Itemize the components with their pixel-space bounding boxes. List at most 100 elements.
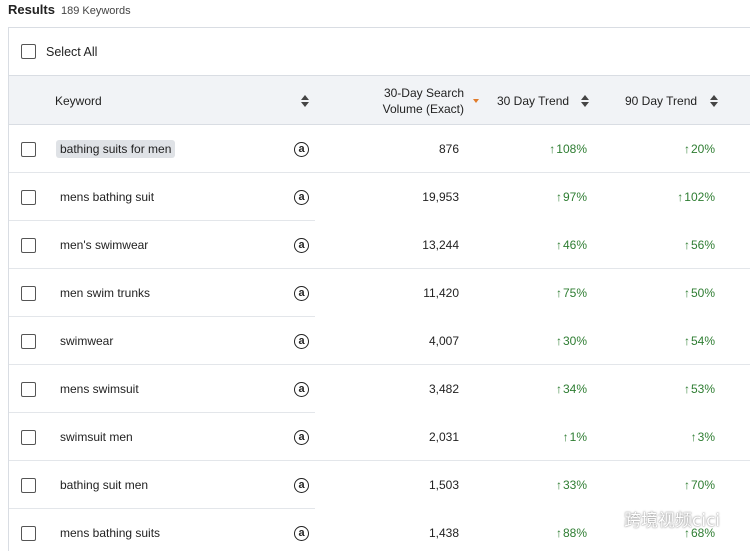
trend30-cell: ↑ 30% (479, 317, 587, 365)
trend-up-arrow-icon: ↑ (683, 238, 690, 252)
amazon-icon[interactable]: a (294, 477, 309, 493)
table-row[interactable]: swimwear a 4,007 ↑ 30% ↑ 54% (9, 317, 750, 365)
amazon-icon[interactable]: a (294, 525, 309, 541)
row-checkbox[interactable] (21, 333, 36, 349)
trend30-value: 75% (562, 286, 587, 300)
watermark-text: 跨境视频cici (624, 510, 721, 531)
trend-up-arrow-icon: ↑ (562, 430, 569, 444)
sort-keyword-button[interactable] (301, 76, 309, 125)
table-row[interactable]: men's swimwear a 13,244 ↑ 46% ↑ 56% (9, 221, 750, 269)
row-checkbox[interactable] (21, 477, 36, 493)
table-row[interactable]: bathing suit men a 1,503 ↑ 33% ↑ 70% (9, 461, 750, 509)
trend-up-arrow-icon: ↑ (683, 286, 690, 300)
sort-icon (581, 94, 589, 107)
trend90-cell: ↑ 56% (609, 221, 715, 269)
trend30-value: 33% (562, 478, 587, 492)
keyword-text[interactable]: men swim trunks (60, 286, 151, 300)
amazon-icon[interactable]: a (294, 429, 309, 445)
row-divider (9, 412, 315, 413)
volume-cell: 4,007 (428, 334, 459, 348)
sort-volume-button[interactable] (472, 76, 480, 125)
row-divider (9, 460, 750, 461)
select-all-row: Select All (9, 28, 750, 76)
trend-up-arrow-icon: ↑ (683, 478, 690, 492)
amazon-icon[interactable]: a (294, 333, 309, 349)
table-row[interactable]: swimsuit men a 2,031 ↑ 1% ↑ 3% (9, 413, 750, 461)
sort-trend30-button[interactable] (581, 76, 589, 125)
keyword-cell: mens bathing suits (60, 509, 160, 551)
volume-cell: 11,420 (423, 286, 459, 300)
keyword-text[interactable]: mens swimsuit (60, 382, 139, 396)
keyword-text[interactable]: swimsuit men (60, 430, 133, 444)
select-all-label[interactable]: Select All (46, 44, 98, 59)
amazon-icon[interactable]: a (294, 237, 309, 253)
volume-cell: 2,031 (428, 430, 459, 444)
trend-up-arrow-icon: ↑ (555, 382, 562, 396)
row-checkbox[interactable] (21, 237, 36, 253)
keyword-cell: mens bathing suit (60, 173, 154, 221)
trend90-value: 53% (690, 382, 715, 396)
row-checkbox[interactable] (21, 285, 36, 301)
trend-up-arrow-icon: ↑ (549, 142, 556, 156)
trend30-value: 46% (562, 238, 587, 252)
keyword-text[interactable]: bathing suit men (60, 478, 149, 492)
row-checkbox[interactable] (21, 141, 36, 157)
trend30-cell: ↑ 46% (479, 221, 587, 269)
sort-descending-icon (472, 95, 480, 107)
row-divider (9, 508, 315, 509)
column-header-trend90[interactable]: 90 Day Trend (625, 93, 698, 108)
column-header-keyword[interactable]: Keyword (55, 93, 102, 108)
amazon-link-cell: a (294, 509, 309, 551)
table-row[interactable]: mens bathing suit a 19,953 ↑ 97% ↑ 102% (9, 173, 750, 221)
trend90-cell: ↑ 53% (609, 365, 715, 413)
select-all-checkbox[interactable] (21, 44, 36, 59)
table-row[interactable]: mens swimsuit a 3,482 ↑ 34% ↑ 53% (9, 365, 750, 413)
row-cell-checkbox (21, 173, 36, 221)
row-checkbox[interactable] (21, 525, 36, 541)
trend90-cell: ↑ 54% (609, 317, 715, 365)
row-cell-checkbox (21, 509, 36, 551)
keyword-text[interactable]: mens bathing suit (60, 190, 155, 204)
table-row[interactable]: bathing suits for men a 876 ↑ 108% ↑ 20% (9, 125, 750, 173)
amazon-link-cell: a (294, 173, 309, 221)
trend-up-arrow-icon: ↑ (683, 382, 690, 396)
sort-icon (301, 94, 309, 107)
amazon-icon[interactable]: a (294, 381, 309, 397)
trend-up-arrow-icon: ↑ (683, 526, 690, 540)
sort-trend90-button[interactable] (710, 76, 718, 125)
amazon-link-cell: a (294, 365, 309, 413)
trend30-value: 108% (556, 142, 587, 156)
keyword-text[interactable]: men's swimwear (60, 238, 149, 252)
sort-icon (710, 94, 718, 107)
table-row[interactable]: mens bathing suits a 1,438 ↑ 88% ↑ 68% (9, 509, 750, 551)
row-checkbox[interactable] (21, 429, 36, 445)
amazon-link-cell: a (294, 317, 309, 365)
column-header-volume[interactable]: 30-Day Search Volume (Exact) (349, 76, 464, 125)
amazon-icon[interactable]: a (294, 285, 309, 301)
column-header-volume-label: 30-Day Search Volume (Exact) (382, 85, 464, 116)
keyword-text[interactable]: mens bathing suits (60, 526, 161, 540)
keyword-cell: men's swimwear (60, 221, 148, 269)
keyword-cell: men swim trunks (60, 269, 150, 317)
trend30-value: 34% (562, 382, 587, 396)
trend90-value: 50% (690, 286, 715, 300)
trend90-cell: ↑ 102% (609, 173, 715, 221)
trend90-cell: ↑ 50% (609, 269, 715, 317)
amazon-link-cell: a (294, 413, 309, 461)
keyword-cell: swimsuit men (60, 413, 133, 461)
column-header-trend30[interactable]: 30 Day Trend (497, 93, 570, 108)
trend30-value: 88% (562, 526, 587, 540)
amazon-icon[interactable]: a (294, 141, 309, 157)
row-divider (9, 268, 750, 269)
amazon-icon[interactable]: a (294, 189, 309, 205)
keyword-text[interactable]: swimwear (60, 334, 114, 348)
table-row[interactable]: men swim trunks a 11,420 ↑ 75% ↑ 50% (9, 269, 750, 317)
trend30-cell: ↑ 34% (479, 365, 587, 413)
row-checkbox[interactable] (21, 189, 36, 205)
results-count: 189 Keywords (60, 5, 131, 17)
keyword-text[interactable]: bathing suits for men (56, 140, 176, 158)
row-cell-checkbox (21, 221, 36, 269)
trend-up-arrow-icon: ↑ (555, 190, 562, 204)
volume-cell: 1,503 (428, 478, 459, 492)
row-checkbox[interactable] (21, 381, 36, 397)
